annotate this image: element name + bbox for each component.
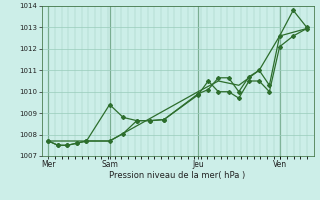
X-axis label: Pression niveau de la mer( hPa ): Pression niveau de la mer( hPa ) — [109, 171, 246, 180]
